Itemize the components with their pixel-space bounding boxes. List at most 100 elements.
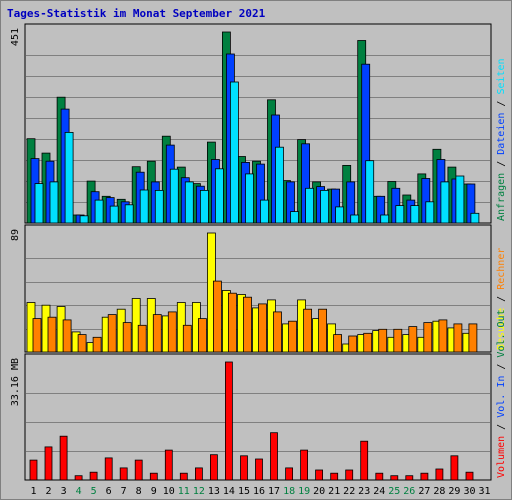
legend-bottom: Volumen / Vol. In / Vol. Out	[496, 309, 507, 478]
legend-entry: Vol. Out	[496, 309, 507, 357]
bar-volumen-day-5	[89, 471, 98, 481]
bar-rechner-day-29	[453, 323, 463, 353]
bar-volumen-day-15	[240, 455, 248, 481]
x-tick-label: 1	[30, 486, 36, 497]
x-tick-label: 3	[61, 486, 67, 497]
bar-seiten-day-19	[305, 187, 315, 224]
bar-rechner-day-14	[227, 292, 237, 353]
legend-middle: Besuche / Rechner	[496, 248, 507, 350]
y-max-label: 89	[10, 229, 21, 241]
bar-rechner-day-26	[408, 326, 418, 353]
bar-volumen-day-11	[179, 472, 188, 481]
x-tick-label: 22	[343, 486, 355, 497]
bar-volumen-day-26	[405, 475, 414, 481]
bar-seiten-day-8	[139, 189, 149, 224]
legend-separator: /	[496, 418, 507, 436]
bar-rechner-day-24	[378, 328, 388, 353]
bar-seiten-day-14	[229, 81, 239, 224]
legend-separator: /	[496, 358, 507, 376]
bar-rechner-day-12	[197, 318, 207, 353]
legend-separator: /	[496, 155, 507, 173]
x-tick-label: 20	[313, 486, 325, 497]
x-tick-label: 7	[121, 486, 127, 497]
bar-rechner-day-5	[92, 336, 102, 353]
bar-rechner-day-25	[393, 328, 403, 353]
x-tick-label: 27	[418, 486, 430, 497]
bar-volumen-day-17	[270, 432, 278, 481]
bar-volumen-day-8	[134, 459, 143, 481]
bar-volumen-day-19	[300, 449, 309, 481]
bar-seiten-day-7	[124, 204, 134, 224]
x-tick-label: 30	[463, 486, 475, 497]
bar-rechner-day-19	[303, 308, 313, 353]
bar-rechner-day-7	[122, 322, 132, 353]
bar-volumen-day-12	[194, 467, 203, 481]
x-tick-label: 4	[76, 486, 82, 497]
bar-rechner-day-20	[318, 308, 328, 353]
bar-rechner-day-27	[423, 322, 433, 353]
bar-volumen-day-27	[420, 472, 429, 481]
bar-seiten-day-13	[214, 168, 224, 224]
x-tick-label: 12	[193, 486, 205, 497]
bar-rechner-day-23	[363, 332, 373, 353]
bar-rechner-day-28	[438, 319, 448, 353]
legend-separator: /	[496, 290, 507, 308]
chart-title: Tages-Statistik im Monat September 2021	[7, 7, 266, 20]
bar-volumen-day-4	[74, 475, 83, 481]
bar-volumen-day-3	[59, 435, 68, 481]
bar-volumen-day-25	[390, 475, 399, 481]
x-tick-label: 24	[373, 486, 385, 497]
bar-rechner-day-9	[152, 314, 162, 353]
y-max-label: 33.16 MB	[10, 358, 21, 406]
bar-seiten-day-6	[109, 205, 119, 224]
x-tick-label: 8	[136, 486, 142, 497]
bar-seiten-day-26	[410, 205, 420, 224]
bar-volumen-day-29	[450, 455, 459, 481]
bar-seiten-day-5	[94, 199, 104, 224]
x-tick-label: 31	[478, 486, 490, 497]
bar-seiten-day-1	[34, 183, 44, 224]
bar-volumen-day-20	[315, 469, 324, 481]
bar-seiten-day-25	[395, 205, 405, 224]
bar-seiten-day-10	[169, 168, 179, 224]
bar-volumen-day-21	[330, 472, 339, 481]
bar-rechner-day-3	[62, 319, 72, 353]
legend-entry: Besuche	[496, 308, 507, 350]
x-tick-label: 21	[328, 486, 340, 497]
bar-rechner-day-4	[77, 334, 87, 353]
bar-rechner-day-2	[47, 316, 57, 353]
bar-seiten-day-12	[199, 189, 209, 224]
legend-entry: Volumen	[496, 436, 507, 478]
x-tick-label: 9	[151, 486, 157, 497]
bar-volumen-day-30	[465, 471, 474, 481]
bar-seiten-day-21	[335, 206, 345, 224]
x-tick-label: 23	[358, 486, 370, 497]
x-tick-label: 11	[178, 486, 190, 497]
bar-volumen-day-18	[285, 467, 294, 481]
x-tick-label: 16	[253, 486, 265, 497]
x-tick-label: 15	[238, 486, 250, 497]
x-tick-label: 2	[45, 486, 51, 497]
legend-top: Anfragen / Dateien / Seiten	[496, 58, 507, 221]
x-tick-label: 14	[223, 486, 235, 497]
bar-seiten-day-20	[320, 189, 330, 224]
legend-entry: Vol. In	[496, 376, 507, 418]
bar-rechner-day-1	[32, 318, 42, 353]
bar-volumen-day-2	[44, 446, 53, 481]
x-tick-label: 13	[208, 486, 220, 497]
bar-volumen-day-28	[435, 468, 444, 481]
bar-rechner-day-22	[348, 335, 358, 353]
bar-seiten-day-22	[350, 214, 360, 224]
bar-rechner-day-16	[258, 303, 267, 353]
x-tick-label: 6	[106, 486, 112, 497]
bar-volumen-day-1	[29, 459, 38, 481]
x-tick-label: 26	[403, 486, 415, 497]
bar-seiten-day-3	[64, 131, 74, 224]
bar-volumen-day-9	[149, 472, 158, 481]
bar-rechner-day-18	[288, 320, 297, 353]
legend-entry: Dateien	[496, 113, 507, 155]
bar-volumen-day-16	[255, 458, 263, 481]
bar-seiten-day-27	[425, 201, 435, 224]
bar-seiten-day-9	[154, 189, 164, 224]
